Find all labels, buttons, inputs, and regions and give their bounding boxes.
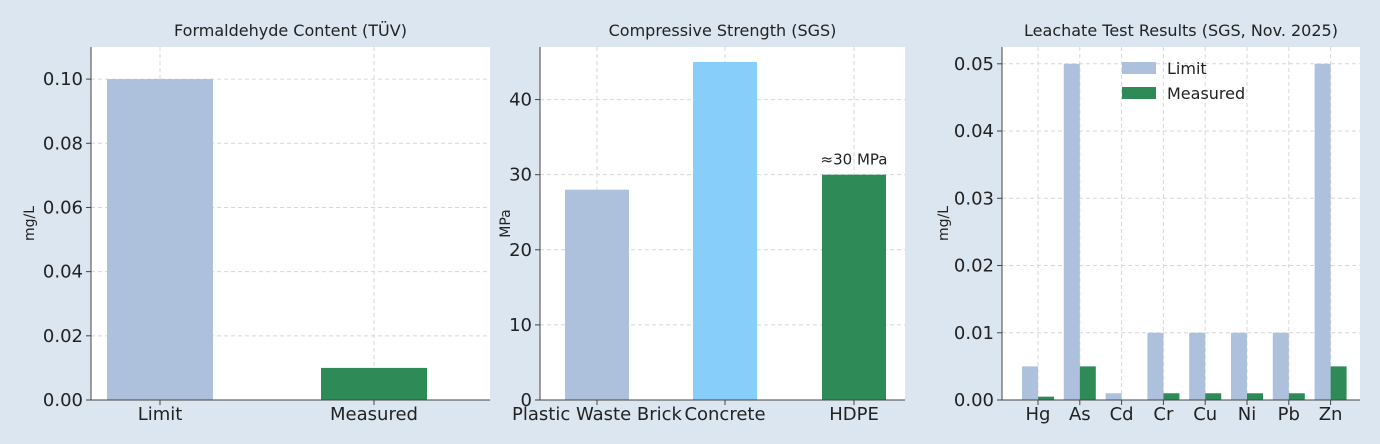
chart-3: 0.00 0.01 0.02 0.03 0.04 0.05 Hg As Cd Cr Cu Ni Pb Zn… — [936, 21, 1360, 425]
bar-measured-as — [1079, 366, 1096, 400]
y-tick-label: 0.00 — [954, 390, 994, 411]
legend-swatch-limit — [1122, 62, 1156, 74]
y-tick-label: 0.04 — [954, 121, 994, 142]
bar-measured-cr — [1163, 393, 1180, 400]
x-tick-label: As — [1069, 404, 1091, 425]
bar-measured-pb — [1288, 393, 1305, 400]
chart-1: 0.00 0.02 0.04 0.06 0.08 0.10 Limit Measured For… — [22, 21, 490, 425]
legend-label-limit: Limit — [1167, 59, 1207, 78]
y-tick-label: 0 — [521, 390, 532, 411]
y-tick-label: 0.06 — [43, 197, 83, 218]
bar-measured-cu — [1205, 393, 1222, 400]
chart-title: Leachate Test Results (SGS, Nov. 2025) — [1024, 21, 1338, 40]
bar-measured-ni — [1247, 393, 1263, 400]
y-tick-label: 20 — [509, 240, 532, 261]
y-tick-label: 0.01 — [954, 323, 994, 344]
x-tick-label: Limit — [138, 404, 183, 425]
x-tick-label: Ni — [1238, 404, 1256, 425]
y-tick-label: 0.10 — [43, 69, 83, 90]
y-axis-label: mg/L — [22, 206, 38, 241]
bar-limit-zn — [1314, 63, 1331, 401]
y-tick-label: 0.02 — [954, 256, 994, 277]
plot-area — [1002, 47, 1360, 400]
chart-title: Compressive Strength (SGS) — [609, 21, 837, 40]
chart-2: 0 10 20 30 40 Plastic Waste Brick Concrete HDPE… — [498, 21, 905, 425]
bar-limit-cr — [1147, 332, 1164, 400]
bar-limit-cu — [1189, 332, 1206, 400]
bar-measured — [321, 367, 427, 400]
legend-swatch-measured — [1122, 87, 1156, 99]
bar-limit-as — [1063, 63, 1080, 401]
x-tick-label: Plastic Waste Brick — [512, 404, 682, 425]
y-tick-label: 0.05 — [954, 54, 994, 75]
bar-concrete — [693, 62, 757, 401]
bar-plastic-waste-brick — [565, 189, 629, 400]
y-tick-label: 10 — [509, 315, 532, 336]
bar-measured-hg — [1038, 396, 1054, 400]
x-tick-label: Pb — [1278, 404, 1300, 425]
y-tick-label: 0.03 — [954, 188, 994, 209]
x-tick-label: Zn — [1319, 404, 1343, 425]
x-tick-label: Cd — [1110, 404, 1134, 425]
y-tick-label: 0.08 — [43, 133, 83, 154]
bar-limit-cd — [1105, 393, 1122, 400]
bar-limit-ni — [1231, 332, 1247, 400]
y-axis-label: MPa — [498, 209, 514, 237]
chart-title: Formaldehyde Content (TÜV) — [174, 21, 407, 40]
bar-limit — [107, 79, 213, 400]
bar-limit-hg — [1022, 366, 1038, 400]
x-tick-label: Hg — [1026, 404, 1051, 425]
bar-limit-pb — [1272, 332, 1289, 400]
x-tick-label: Cr — [1153, 404, 1174, 425]
x-tick-label: HDPE — [829, 404, 879, 425]
y-tick-label: 0.04 — [43, 262, 83, 283]
x-tick-label: Cu — [1193, 404, 1217, 425]
legend: Limit Measured — [1122, 59, 1245, 103]
y-tick-label: 40 — [509, 90, 532, 111]
x-tick-label: Concrete — [684, 404, 765, 425]
bar-annotation: ≈30 MPa — [821, 151, 888, 169]
y-tick-label: 0.02 — [43, 326, 83, 347]
bar-hdpe — [822, 174, 886, 400]
x-tick-label: Measured — [330, 404, 418, 425]
legend-label-measured: Measured — [1167, 84, 1245, 103]
y-tick-label: 0.00 — [43, 390, 83, 411]
y-tick-label: 30 — [509, 165, 532, 186]
bar-measured-zn — [1330, 366, 1347, 400]
y-axis-label: mg/L — [936, 206, 952, 241]
